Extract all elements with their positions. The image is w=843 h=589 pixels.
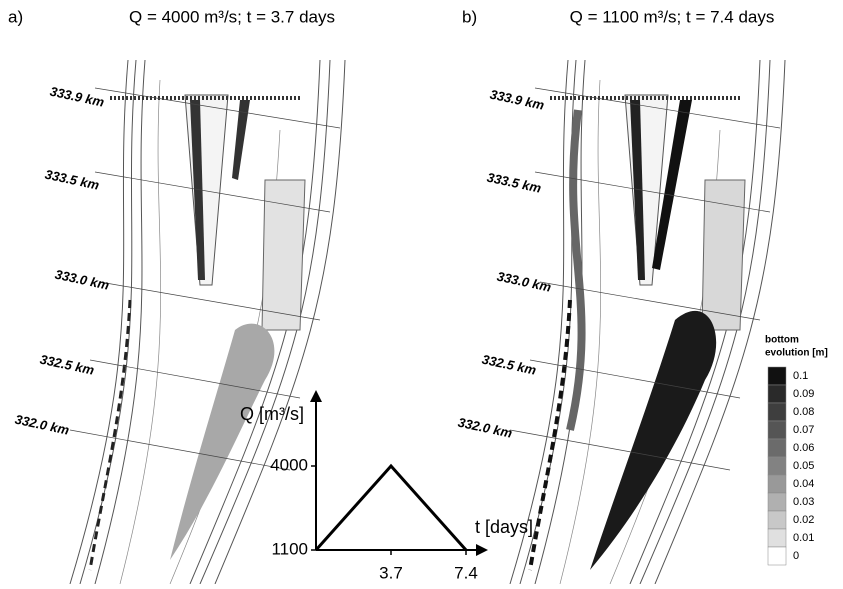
map-b [509, 59, 786, 585]
km-label: 332.0 km [457, 415, 514, 441]
legend-swatch [767, 456, 787, 476]
legend-swatch [767, 402, 787, 422]
legend-swatch [767, 366, 787, 386]
km-label: 333.5 km [486, 170, 543, 196]
hydrograph-line [314, 463, 468, 551]
legend-label: 0.07 [793, 424, 814, 436]
panel-label: a) [8, 7, 23, 26]
y-tick-label: 4000 [270, 455, 308, 474]
legend-swatch [767, 474, 787, 494]
km-label: 333.9 km [49, 84, 106, 110]
km-label: 333.0 km [54, 267, 111, 293]
km-label: 332.0 km [14, 412, 71, 438]
panel-title: Q = 1100 m³/s; t = 7.4 days [570, 7, 775, 26]
legend-label: 0.02 [793, 514, 814, 526]
panel-title: Q = 4000 m³/s; t = 3.7 days [129, 7, 335, 26]
legend-title: bottom [765, 335, 799, 346]
legend-swatch [767, 546, 787, 566]
legend-label: 0.1 [793, 370, 808, 382]
legend-label: 0 [793, 550, 799, 562]
x-tick-label: 7.4 [454, 563, 478, 582]
y-axis-label: Q [m³/s] [240, 404, 304, 424]
legend-swatch [767, 420, 787, 440]
legend-label: 0.05 [793, 460, 814, 472]
map-a [69, 59, 346, 585]
km-label: 333.9 km [489, 87, 546, 113]
km-label: 332.5 km [481, 352, 538, 378]
panel-label: b) [462, 7, 477, 26]
legend-swatch [767, 528, 787, 548]
km-label: 333.0 km [496, 269, 553, 295]
legend-label: 0.04 [793, 478, 814, 490]
legend-label: 0.06 [793, 442, 814, 454]
km-label: 332.5 km [39, 352, 96, 378]
x-tick-label: 3.7 [379, 563, 403, 582]
hydrograph-axes [310, 390, 488, 556]
legend-title: evolution [m] [765, 348, 828, 359]
legend-label: 0.09 [793, 388, 814, 400]
legend-swatch [767, 492, 787, 512]
y-tick-label: 1100 [271, 539, 308, 558]
legend-swatch [767, 510, 787, 530]
legend-swatch [767, 384, 787, 404]
legend-label: 0.03 [793, 496, 814, 508]
legend-label: 0.01 [793, 532, 814, 544]
legend-label: 0.08 [793, 406, 814, 418]
legend-swatch [767, 438, 787, 458]
x-axis-label: t [days] [475, 517, 533, 537]
km-label: 333.5 km [44, 167, 101, 193]
